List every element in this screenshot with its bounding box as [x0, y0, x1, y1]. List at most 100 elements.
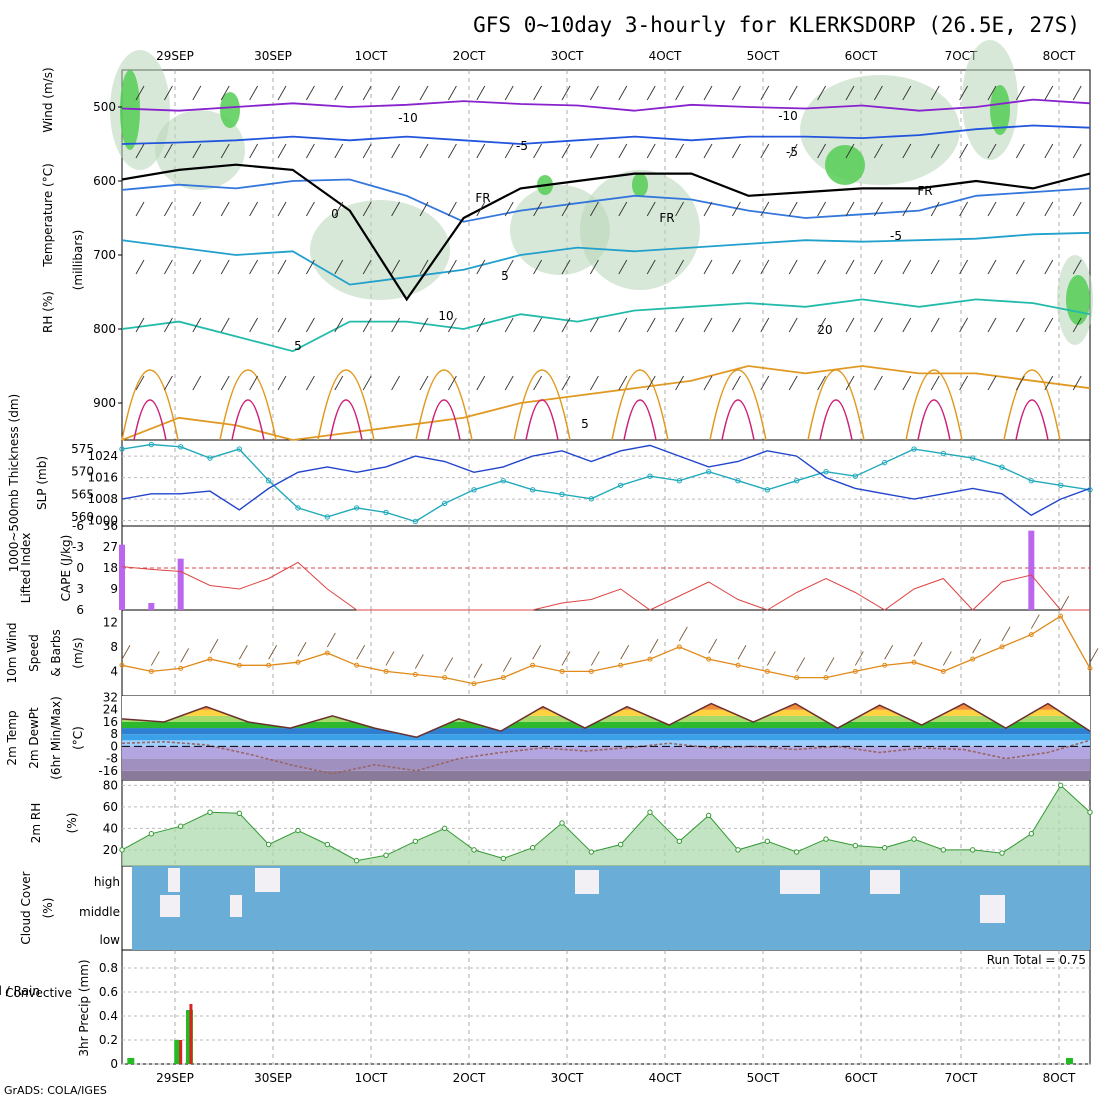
- series-line-slp: [121, 444, 1091, 517]
- y-tick-label-thickness: 560: [71, 510, 94, 524]
- wind-barb: [1044, 201, 1054, 217]
- x-tick-label-bottom: 8OCT: [1043, 1071, 1076, 1085]
- y-tick-label-lifted: -6: [72, 519, 84, 533]
- freezing-level-label: FR: [917, 184, 932, 198]
- rh2m-point: [999, 850, 1005, 856]
- y-tick-label-precip: 0: [110, 1057, 118, 1071]
- wind-barb: [561, 259, 571, 275]
- wind-barb: [504, 143, 514, 159]
- x-tick-label-bottom: 29SEP: [156, 1071, 194, 1085]
- ylabel-wind10m: & Barbs: [49, 629, 63, 677]
- wind-barb-10m: [972, 638, 982, 654]
- rh2m-point: [412, 838, 419, 844]
- cloud-cover-gap: [168, 868, 180, 892]
- wind-barb: [902, 85, 912, 101]
- rh2m-point: [588, 849, 595, 855]
- wind-barb: [845, 375, 855, 391]
- wind-barb: [760, 143, 770, 159]
- wind-barb: [874, 375, 883, 391]
- wind-barb: [732, 375, 741, 391]
- temperature-band: [122, 740, 1090, 747]
- y-tick-label-thickness: 565: [71, 487, 94, 501]
- wind-barb: [845, 85, 855, 101]
- y-tick-label-precip: 0.4: [99, 1009, 118, 1023]
- temperature-contour-diurnal: [1015, 399, 1049, 441]
- ylabel-cloud-unit: (%): [41, 898, 55, 919]
- wind-speed-point: [735, 662, 741, 668]
- wind-barb: [788, 375, 798, 391]
- temperature-contour-diurnal: [329, 399, 363, 441]
- wind-barb: [448, 375, 457, 391]
- wind-barb: [590, 201, 599, 217]
- wind-barb: [561, 317, 571, 333]
- wind-barb: [618, 85, 628, 101]
- contour-label: 20: [817, 323, 832, 337]
- wind-barb: [902, 375, 912, 391]
- thickness-point: [441, 500, 448, 507]
- rh2m-point: [353, 857, 360, 864]
- contour-label: 10: [438, 309, 453, 323]
- wind-barb: [533, 317, 542, 333]
- wind-barb: [675, 317, 684, 333]
- rh2m-line: [121, 784, 1091, 862]
- wind-speed-point: [676, 644, 682, 650]
- x-tick-label-top: 1OCT: [355, 49, 388, 63]
- rh-shading: [962, 40, 1018, 160]
- cloud-cover-gap: [780, 870, 820, 894]
- y-tick-label-precip: 0.6: [99, 985, 118, 999]
- y-tick-label: 500: [93, 100, 116, 114]
- wind-speed-point: [442, 675, 448, 681]
- wind-barb-10m: [1030, 614, 1040, 629]
- temperature-contour-diurnal: [917, 399, 951, 441]
- temperature-contour-diurnal: [525, 399, 559, 441]
- wind-barb-10m: [238, 645, 248, 660]
- wind-barb-10m: [1060, 595, 1070, 611]
- wind-speed-point: [148, 668, 154, 674]
- rh2m-point: [764, 838, 771, 844]
- rh-shading-high: [1066, 275, 1090, 325]
- wind-barb: [590, 375, 599, 391]
- wind-barb: [987, 375, 997, 391]
- ylabel-pressure: (millibars): [71, 230, 85, 291]
- wind-barb: [448, 259, 457, 275]
- wind-barb: [1016, 375, 1025, 391]
- rh2m-point: [735, 847, 741, 853]
- ylabel-temp2m: (6hr Min/Max): [49, 696, 63, 780]
- contour-label: 5: [294, 339, 302, 353]
- thickness-point: [588, 496, 595, 502]
- wind-barb-10m: [473, 663, 483, 678]
- wind-barb: [448, 201, 457, 217]
- wind-barb: [646, 317, 656, 333]
- wind-barb: [419, 143, 429, 159]
- lifted-index-line: [121, 561, 1090, 611]
- wind-barb: [391, 259, 400, 275]
- wind-barb: [874, 259, 883, 275]
- wind-barb: [618, 259, 628, 275]
- y-tick-label-wind: 8: [110, 640, 118, 654]
- wind-speed-point: [354, 662, 360, 668]
- y-tick-label-slp: 1024: [87, 449, 118, 463]
- wind-speed-point: [471, 681, 477, 687]
- wind-barb: [306, 85, 315, 101]
- ylabel-wind10m: (m/s): [71, 637, 85, 668]
- wind-barb: [561, 143, 571, 159]
- wind-barb: [164, 317, 173, 333]
- wind-speed-point: [970, 656, 976, 662]
- wind-barb: [164, 375, 173, 391]
- x-tick-label-bottom: 5OCT: [747, 1071, 780, 1085]
- precip-bar-total: [1065, 1058, 1073, 1064]
- wind-barb: [1044, 375, 1054, 391]
- temperature-contour-diurnal: [133, 399, 167, 441]
- wind-speed-point: [1058, 613, 1064, 619]
- wind-barb: [987, 317, 997, 333]
- y-tick-label-lifted: -3: [72, 540, 84, 554]
- wind-barb: [362, 143, 372, 159]
- wind-barb: [192, 317, 202, 333]
- ylabel-precip: 3hr Precip (mm): [77, 959, 91, 1056]
- wind-barb: [902, 143, 912, 159]
- wind-barb: [277, 143, 287, 159]
- x-tick-label-top: 29SEP: [156, 49, 194, 63]
- wind-barb: [476, 259, 486, 275]
- thickness-point: [852, 473, 859, 479]
- x-tick-label-bottom: 2OCT: [453, 1071, 486, 1085]
